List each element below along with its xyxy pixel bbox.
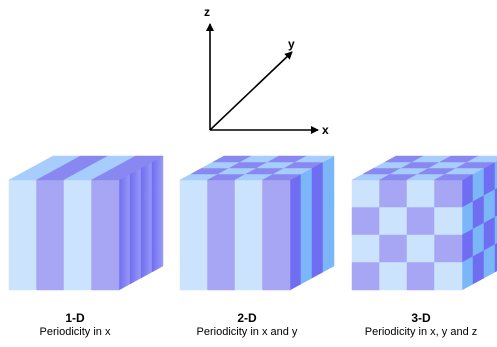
caption-1d: 1-D Periodicity in x xyxy=(0,311,150,339)
front-face-cell xyxy=(235,208,263,236)
front-face-cell xyxy=(235,180,263,208)
front-face-cell xyxy=(64,180,92,208)
front-face-cell xyxy=(92,180,120,208)
side-face-cell xyxy=(473,251,484,285)
cube-1d xyxy=(9,156,163,290)
y-axis-line xyxy=(210,52,292,130)
side-face-cell xyxy=(323,239,334,273)
front-face-cell xyxy=(263,208,291,236)
front-face-cell xyxy=(435,208,463,236)
front-face-cell xyxy=(352,208,380,236)
z-axis-label: z xyxy=(204,5,210,19)
front-face-cell xyxy=(37,263,65,291)
side-face-cell xyxy=(119,257,130,291)
front-face-cell xyxy=(352,263,380,291)
front-face-cell xyxy=(180,235,208,263)
front-face-cell xyxy=(37,208,65,236)
front-face-cell xyxy=(435,235,463,263)
front-face-cell xyxy=(180,180,208,208)
side-face-cell xyxy=(130,251,141,285)
front-face-cell xyxy=(380,180,408,208)
front-face-cell xyxy=(407,208,435,236)
side-face-cell xyxy=(462,257,473,291)
front-face-cell xyxy=(64,235,92,263)
side-face-cell xyxy=(141,245,152,279)
caption-3d-subtitle: Periodicity in x, y and z xyxy=(346,325,496,339)
caption-3d: 3-D Periodicity in x, y and z xyxy=(346,311,496,339)
front-face-cell xyxy=(380,208,408,236)
front-face-cell xyxy=(263,180,291,208)
front-face-cell xyxy=(352,180,380,208)
front-face-cell xyxy=(380,263,408,291)
front-face-cell xyxy=(37,235,65,263)
x-axis-label: x xyxy=(322,123,329,137)
front-face-cell xyxy=(208,263,236,291)
front-face-cell xyxy=(435,180,463,208)
front-face-cell xyxy=(407,235,435,263)
front-face-cell xyxy=(64,208,92,236)
front-face-cell xyxy=(208,180,236,208)
front-face-cell xyxy=(9,208,37,236)
front-face-cell xyxy=(180,208,208,236)
y-axis-label: y xyxy=(288,37,295,51)
front-face-cell xyxy=(9,235,37,263)
cube-2d xyxy=(180,156,334,290)
caption-2d-title: 2-D xyxy=(172,311,322,325)
front-face-cell xyxy=(9,263,37,291)
front-face-cell xyxy=(263,235,291,263)
front-face-cell xyxy=(407,263,435,291)
side-face-cell xyxy=(301,251,312,285)
front-face-cell xyxy=(37,180,65,208)
caption-1d-subtitle: Periodicity in x xyxy=(0,325,150,339)
front-face-cell xyxy=(263,263,291,291)
cube-3d xyxy=(352,156,497,290)
side-face-cell xyxy=(312,245,323,279)
caption-1d-title: 1-D xyxy=(0,311,150,325)
front-face-cell xyxy=(92,263,120,291)
front-face-cell xyxy=(380,235,408,263)
front-face-cell xyxy=(92,235,120,263)
side-face-cell xyxy=(484,245,495,279)
front-face-cell xyxy=(235,235,263,263)
side-face-cell xyxy=(290,257,301,291)
front-face-cell xyxy=(208,208,236,236)
front-face-cell xyxy=(64,263,92,291)
front-face-cell xyxy=(407,180,435,208)
caption-2d: 2-D Periodicity in x and y xyxy=(172,311,322,339)
caption-3d-title: 3-D xyxy=(346,311,496,325)
front-face-cell xyxy=(92,208,120,236)
front-face-cell xyxy=(352,235,380,263)
front-face-cell xyxy=(208,235,236,263)
caption-2d-subtitle: Periodicity in x and y xyxy=(172,325,322,339)
side-face-cell xyxy=(152,239,163,273)
front-face-cell xyxy=(435,263,463,291)
axes-diagram: z x y xyxy=(204,5,329,137)
front-face-cell xyxy=(180,263,208,291)
front-face-cell xyxy=(235,263,263,291)
front-face-cell xyxy=(9,180,37,208)
